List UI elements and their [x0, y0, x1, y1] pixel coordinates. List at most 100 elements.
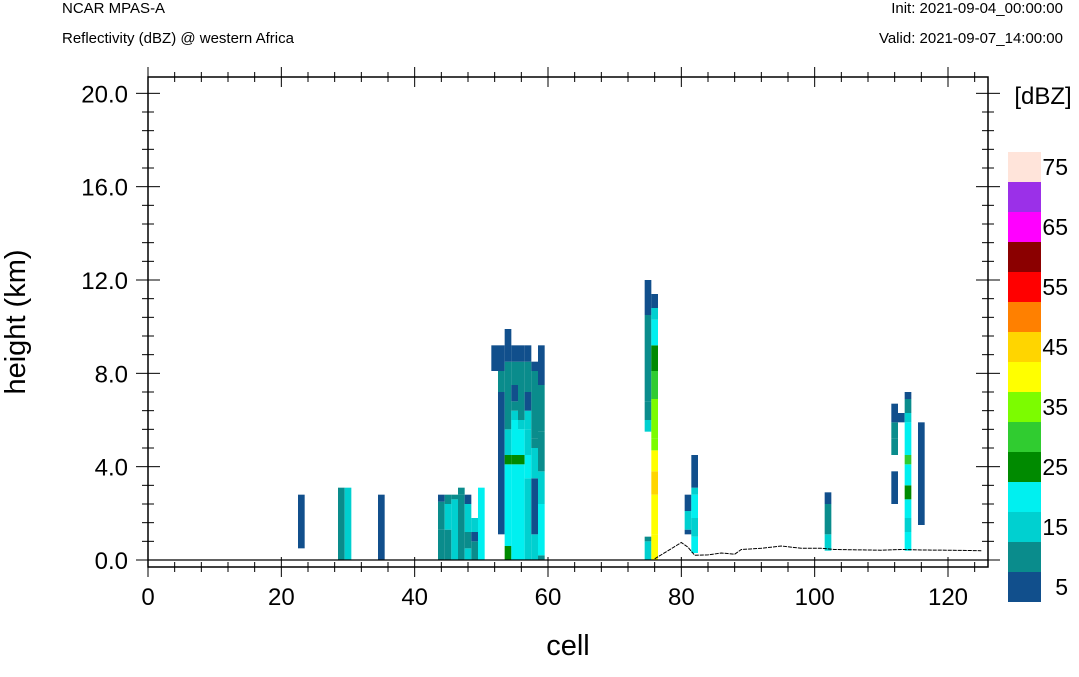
reflectivity-cell — [451, 494, 458, 500]
reflectivity-cell — [498, 371, 505, 392]
reflectivity-cell — [538, 455, 545, 472]
y-axis-label: height (km) — [0, 249, 32, 394]
x-tick-label: 60 — [535, 584, 562, 611]
reflectivity-cell — [444, 529, 452, 560]
reflectivity-cell — [904, 455, 912, 465]
reflectivity-cell — [531, 478, 538, 535]
reflectivity-cell — [691, 536, 698, 553]
reflectivity-cell — [504, 546, 512, 560]
axis-ticks — [136, 67, 1000, 577]
colorbar-swatch — [1008, 512, 1041, 542]
colorbar-tick-label: 55 — [1042, 274, 1068, 300]
reflectivity-cell — [644, 541, 652, 560]
valid-time: Valid: 2021-09-07_14:00:00 — [878, 30, 1063, 47]
x-tick-label: 20 — [268, 584, 295, 611]
reflectivity-cell — [651, 450, 658, 472]
reflectivity-cell — [651, 345, 658, 371]
colorbar-tick-label: 75 — [1042, 154, 1068, 180]
reflectivity-cell — [511, 401, 518, 411]
x-tick-label: 0 — [141, 584, 154, 611]
reflectivity-cell — [691, 518, 698, 537]
reflectivity-cell — [504, 464, 512, 546]
terrain — [148, 541, 988, 561]
reflectivity-cell — [531, 534, 538, 560]
reflectivity-cell — [498, 345, 505, 371]
terrain-profile — [654, 541, 982, 560]
colorbar-tick-label: 15 — [1042, 514, 1068, 540]
colorbar-tick-label: 25 — [1042, 454, 1068, 480]
reflectivity-cell — [298, 494, 305, 549]
reflectivity-cell — [438, 529, 445, 560]
reflectivity-cell — [824, 534, 832, 551]
reflectivity-cell — [538, 504, 545, 556]
reflectivity-cell — [891, 438, 898, 455]
reflectivity-cell — [511, 361, 518, 385]
reflectivity-cell — [464, 494, 472, 504]
reflectivity-cell — [464, 504, 472, 532]
reflectivity-cell — [471, 541, 478, 560]
reflectivity-cell — [538, 555, 545, 560]
colorbar-swatch — [1008, 272, 1041, 302]
reflectivity-cell — [644, 536, 652, 542]
reflectivity-cell — [444, 494, 452, 504]
axis-tick-labels: 0 20 40 60 80 100 120 0.0 4.0 8.0 12.0 16.0 20.0 — [81, 81, 968, 611]
reflectivity-cell — [524, 429, 532, 455]
colorbar-swatch — [1008, 392, 1041, 422]
reflectivity-cell — [651, 294, 658, 308]
reflectivity-cell — [518, 455, 525, 465]
reflectivity-cells — [298, 280, 925, 560]
reflectivity-cell — [504, 429, 512, 455]
reflectivity-cell — [824, 518, 832, 535]
colorbar-tick-label: 35 — [1042, 394, 1068, 420]
reflectivity-cell — [531, 361, 538, 371]
reflectivity-cell — [438, 501, 445, 530]
reflectivity-cell — [891, 403, 898, 423]
reflectivity-cell — [504, 329, 512, 362]
reflectivity-cell — [464, 532, 472, 549]
reflectivity-cell — [524, 455, 532, 479]
reflectivity-cell — [498, 392, 505, 535]
reflectivity-cell — [504, 378, 512, 430]
reflectivity-cell — [538, 431, 545, 455]
reflectivity-cell — [464, 548, 472, 560]
colorbar-swatch — [1008, 452, 1041, 482]
reflectivity-cell — [918, 422, 925, 525]
reflectivity-cell — [444, 504, 452, 530]
reflectivity-cell — [651, 525, 658, 535]
reflectivity-cell — [904, 499, 912, 518]
colorbar-swatch — [1008, 572, 1041, 602]
reflectivity-cell — [684, 529, 692, 535]
colorbar-swatch — [1008, 482, 1041, 512]
colorbar-swatch — [1008, 212, 1041, 242]
reflectivity-cell — [524, 345, 532, 362]
reflectivity-cell — [538, 345, 545, 385]
colorbar: 5 15 25 35 45 55 65 75 — [1008, 152, 1068, 602]
reflectivity-cell — [471, 532, 478, 542]
colorbar-tick-label: 5 — [1055, 574, 1068, 600]
reflectivity-cell — [691, 487, 698, 495]
reflectivity-cell — [644, 401, 652, 420]
reflectivity-cell — [518, 345, 525, 362]
plot-frame — [147, 76, 989, 568]
reflectivity-cell — [904, 485, 912, 500]
chart-subtitle: Reflectivity (dBZ) @ western Africa — [62, 30, 294, 47]
colorbar-swatch — [1008, 302, 1041, 332]
colorbar-swatch — [1008, 542, 1041, 572]
reflectivity-cell — [511, 345, 518, 362]
reflectivity-cell — [511, 385, 518, 402]
reflectivity-cell — [451, 499, 458, 560]
reflectivity-cell — [491, 345, 498, 371]
reflectivity-cell — [651, 371, 658, 399]
reflectivity-cell — [338, 487, 345, 560]
reflectivity-cell — [504, 361, 512, 378]
colorbar-swatch — [1008, 362, 1041, 392]
reflectivity-cell — [904, 518, 912, 532]
colorbar-swatch — [1008, 152, 1041, 182]
reflectivity-cell — [524, 410, 532, 430]
colorbar-swatch — [1008, 182, 1041, 212]
reflectivity-cell — [518, 378, 525, 420]
reflectivity-cell — [651, 471, 658, 495]
reflectivity-cell — [891, 471, 898, 504]
reflectivity-cell — [458, 494, 465, 560]
